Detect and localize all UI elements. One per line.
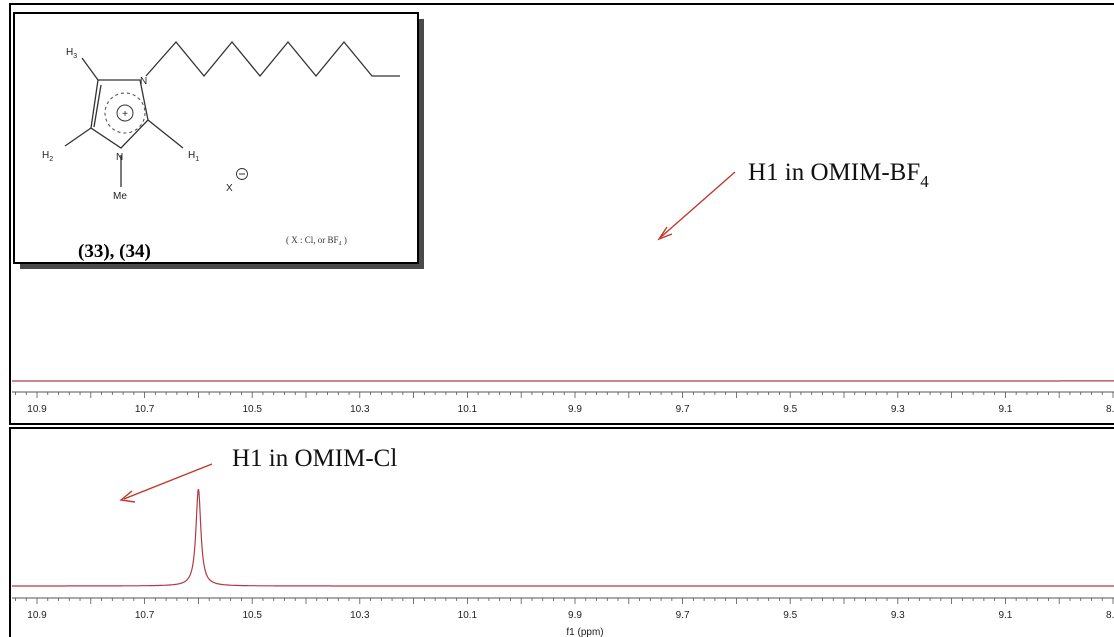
anion-charge-circle [236,168,248,180]
top-x-tick-label: 9.9 [568,404,582,415]
top-x-tick-label: 9.3 [891,404,905,415]
top-x-tick-label: 10.9 [27,404,47,415]
top-x-tick-label: 10.7 [135,404,155,415]
bottom-x-tick-label: 10.3 [350,610,370,621]
bottom-x-tick-label: 10.1 [458,610,478,621]
top-x-tick-label: 8.9 [1106,404,1114,415]
x-axis-label: f1 (ppm) [566,627,603,637]
atom-n-octyl: N [140,76,147,87]
top-x-tick-label: 9.5 [783,404,797,415]
inset-box [13,12,419,264]
counterion-note: ( X : Cl, or BF₄ ) [286,235,347,245]
bottom-spectrum-trace [12,488,1114,587]
top-x-tick-label: 10.3 [350,404,370,415]
bottom-x-tick-label: 9.7 [676,610,690,621]
bottom-panel-frame [9,427,1114,637]
atom-n-methyl: N [116,152,123,163]
arrow-omim-bf4 [657,171,736,241]
arrow-omim-cl [119,463,213,503]
spectra-layer: 10.9 10.7 10.5 10.3 10.1 9.9 9.7 9.5 9.3 9.1 8.9 8.… [12,380,1114,621]
top-x-tick-label: 9.1 [998,404,1012,415]
plus-charge: + [122,109,128,120]
atom-me: Me [113,191,127,202]
substituent-bonds [64,57,184,187]
top-panel-frame [9,3,1114,425]
delocalization-circle [104,92,146,134]
compound-label: (33), (34) [78,241,151,262]
atom-h3: H3 [66,47,77,60]
annotation-omim-cl: H1 in OMIM-Cl [232,445,397,472]
top-x-tick-label: 10.5 [242,404,262,415]
structure-inset: + N N H3 H2 H1 Me X ( X : Cl, or BF₄ ) (… [13,12,424,269]
bottom-x-tick-label: 10.7 [135,610,155,621]
anion-x: X [226,183,233,194]
bottom-x-tick-label: 9.1 [998,610,1012,621]
bottom-x-tick-label: 10.5 [242,610,262,621]
annotation-omim-bf4: H1 in OMIM-BF4 [748,159,929,191]
bottom-x-tick-label: 9.9 [568,610,582,621]
plus-charge-circle [116,104,134,122]
atom-h2: H2 [42,150,53,163]
bottom-x-tick-label: 9.3 [891,610,905,621]
top-x-tick-label: 9.7 [676,404,690,415]
octyl-chain [145,40,400,78]
bottom-x-tick-label: 8.9 [1106,610,1114,621]
bottom-x-tick-label: 10.9 [27,610,47,621]
imidazolium-ring [90,79,149,149]
bottom-x-tick-label: 9.5 [783,610,797,621]
atom-h1: H1 [188,150,199,163]
top-x-tick-label: 10.1 [458,404,478,415]
